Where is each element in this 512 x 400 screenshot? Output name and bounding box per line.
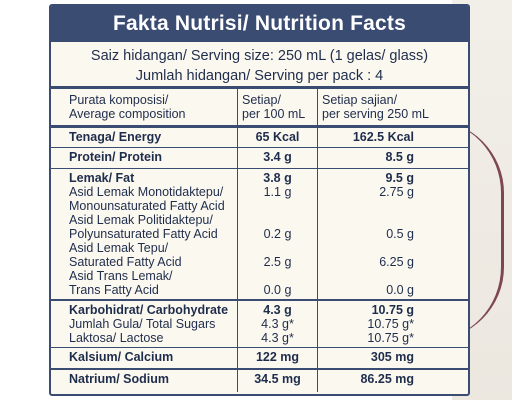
calcium-row: Kalsium/ Calcium 122 mg 305 mg (51, 348, 468, 369)
calcium-serving: 305 mg (317, 348, 468, 368)
header-per-serving-line1: Setiap sajian/ (322, 93, 398, 107)
carbohydrate-labels: Karbohidrat/ Carbohydrate Jumlah Gula/ T… (51, 301, 237, 347)
protein-row: Protein/ Protein 3.4 g 8.5 g (51, 148, 468, 169)
tfa-serving: 0.0 g (386, 283, 414, 297)
header-per-100ml-line2: per 100 mL (242, 107, 306, 121)
sfa-serving: 6.25 g (379, 255, 414, 269)
carbohydrate-serving: 10.75 g (371, 303, 414, 317)
sfa-label-line1: Asid Lemak Tepu/ (69, 241, 169, 255)
energy-label: Tenaga/ Energy (69, 130, 162, 144)
sugars-per100: 4.3 g* (261, 317, 294, 331)
protein-serving: 8.5 g (317, 148, 468, 168)
protein-label: Protein/ Protein (69, 150, 163, 164)
energy-per100: 65 Kcal (237, 128, 317, 147)
header-per-serving: Setiap sajian/ per serving 250 mL (317, 89, 468, 125)
carbohydrate-group-row: Karbohidrat/ Carbohydrate Jumlah Gula/ T… (51, 301, 468, 348)
carbohydrate-per100: 4.3 g (263, 303, 292, 317)
mufa-per100: 1.1 g (263, 185, 292, 199)
fat-label: Lemak/ Fat (69, 171, 135, 185)
sfa-per100: 2.5 g (263, 255, 292, 269)
divider-thin (51, 300, 468, 301)
fat-labels: Lemak/ Fat Asid Lemak Monotidaktepu/ Mon… (51, 169, 237, 299)
mufa-serving: 2.75 g (379, 185, 414, 199)
sodium-per100: 34.5 mg (237, 370, 317, 392)
tfa-label-line1: Asid Trans Lemak/ (69, 269, 173, 283)
carbohydrate-per100-values: 4.3 g 4.3 g* 4.3 g* (237, 301, 317, 347)
sugars-label: Jumlah Gula/ Total Sugars (69, 317, 216, 331)
pufa-label-line1: Asid Lemak Politidaktepu/ (69, 213, 213, 227)
header-per-100ml: Setiap/ per 100 mL (237, 89, 317, 125)
header-per-serving-line2: per serving 250 mL (322, 107, 430, 121)
divider-thick (51, 126, 468, 128)
sfa-label-line2: Saturated Fatty Acid (69, 255, 182, 269)
tfa-label-line2: Trans Fatty Acid (69, 283, 159, 297)
nutrition-facts-panel: Fakta Nutrisi/ Nutrition Facts Saiz hida… (49, 4, 470, 396)
divider-thick (51, 86, 468, 89)
sodium-label: Natrium/ Sodium (69, 372, 170, 386)
calcium-per100: 122 mg (237, 348, 317, 368)
fat-serving-values: 9.5 g 2.75 g 0.5 g 6.25 g 0.0 g (317, 169, 468, 299)
divider-thin (51, 369, 468, 370)
energy-serving: 162.5 Kcal (317, 128, 468, 147)
carbohydrate-label: Karbohidrat/ Carbohydrate (69, 303, 229, 317)
fat-group-row: Lemak/ Fat Asid Lemak Monotidaktepu/ Mon… (51, 169, 468, 300)
energy-row: Tenaga/ Energy 65 Kcal 162.5 Kcal (51, 128, 468, 148)
servings-per-pack: Jumlah hidangan/ Serving per pack : 4 (135, 68, 384, 84)
lactose-label: Laktosa/ Lactose (69, 331, 164, 345)
decorative-swirl (431, 120, 504, 340)
mufa-label-line2: Monounsaturated Fatty Acid (69, 199, 225, 213)
sugars-serving: 10.75 g* (367, 317, 414, 331)
header-composition-line2: Average composition (69, 107, 186, 121)
sodium-row: Natrium/ Sodium 34.5 mg 86.25 mg (51, 370, 468, 392)
lactose-serving: 10.75 g* (367, 331, 414, 345)
calcium-label: Kalsium/ Calcium (69, 350, 174, 364)
protein-per100: 3.4 g (237, 148, 317, 168)
tfa-per100: 0.0 g (263, 283, 292, 297)
lactose-per100: 4.3 g* (261, 331, 294, 345)
panel-title: Fakta Nutrisi/ Nutrition Facts (51, 6, 468, 42)
pufa-per100: 0.2 g (263, 227, 292, 241)
pufa-label-line2: Polyunsaturated Fatty Acid (69, 227, 218, 241)
fat-per100-values: 3.8 g 1.1 g 0.2 g 2.5 g 0.0 g (237, 169, 317, 299)
serving-size: Saiz hidangan/ Serving size: 250 mL (1 g… (90, 48, 429, 64)
header-composition-line1: Purata komposisi/ (69, 93, 169, 107)
serving-info: Saiz hidangan/ Serving size: 250 mL (1 g… (51, 42, 468, 86)
table-header-row: Purata komposisi/ Average composition Se… (51, 89, 468, 126)
sodium-serving: 86.25 mg (317, 370, 468, 392)
mufa-label-line1: Asid Lemak Monotidaktepu/ (69, 185, 224, 199)
carbohydrate-serving-values: 10.75 g 10.75 g* 10.75 g* (317, 301, 468, 347)
header-composition: Purata komposisi/ Average composition (51, 89, 237, 125)
fat-per100: 3.8 g (263, 171, 292, 185)
fat-serving: 9.5 g (385, 171, 415, 185)
pufa-serving: 0.5 g (386, 227, 414, 241)
header-per-100ml-line1: Setiap/ (242, 93, 281, 107)
